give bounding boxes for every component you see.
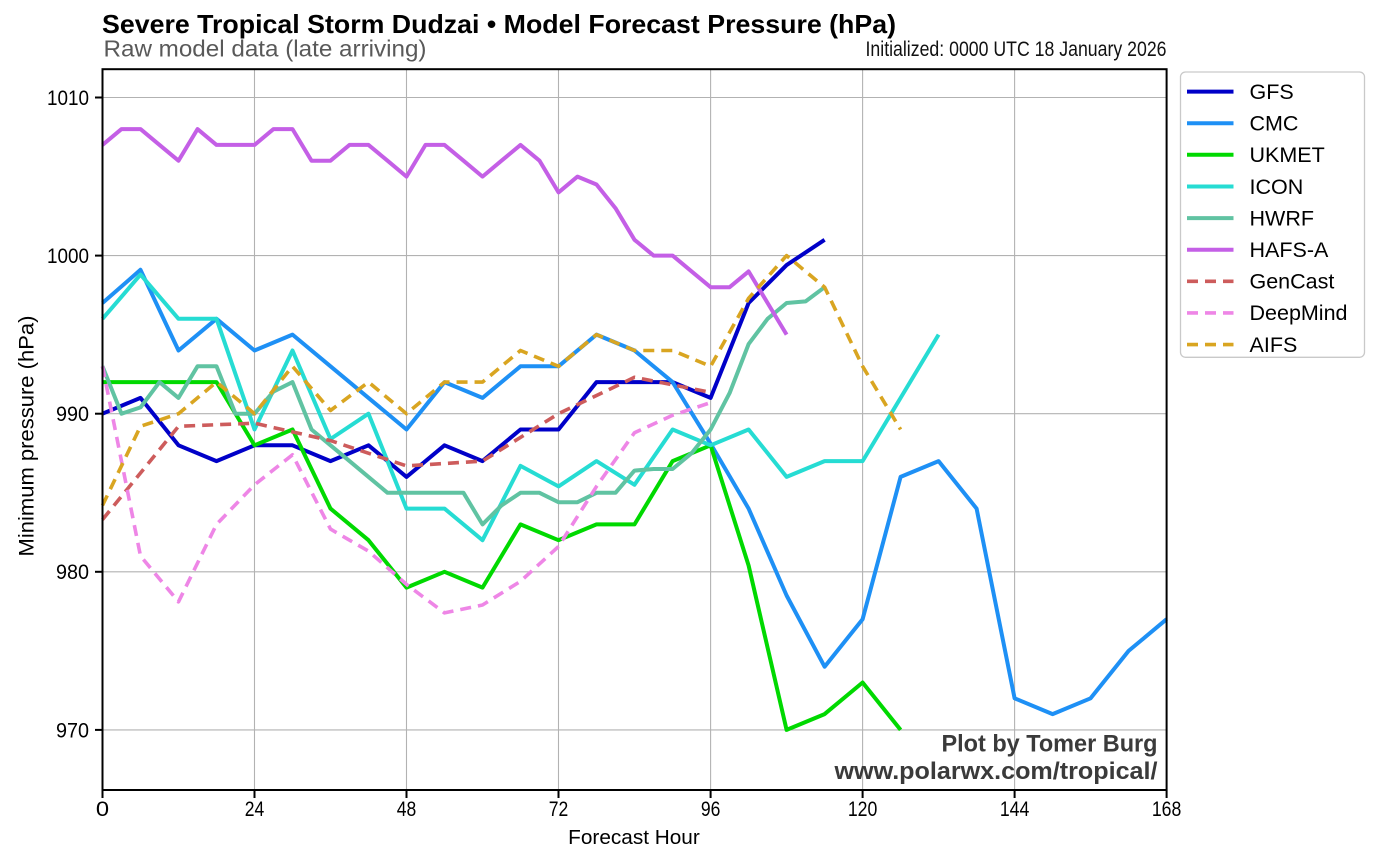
svg-text:AIFS: AIFS xyxy=(1250,333,1298,357)
svg-text:Initialized: 0000 UTC 18 Janua: Initialized: 0000 UTC 18 January 2026 xyxy=(866,38,1167,61)
svg-text:0: 0 xyxy=(96,798,109,821)
svg-text:Severe Tropical Storm Dudzai •: Severe Tropical Storm Dudzai • Model For… xyxy=(102,9,896,39)
svg-text:Raw model data (late arriving): Raw model data (late arriving) xyxy=(104,36,427,62)
svg-text:144: 144 xyxy=(1000,798,1030,821)
svg-text:Forecast Hour: Forecast Hour xyxy=(568,827,700,849)
svg-text:48: 48 xyxy=(397,798,417,821)
svg-text:UKMET: UKMET xyxy=(1250,143,1325,167)
svg-text:970: 970 xyxy=(56,719,89,742)
svg-text:1000: 1000 xyxy=(47,245,89,268)
svg-text:72: 72 xyxy=(549,798,569,821)
svg-text:990: 990 xyxy=(56,403,89,426)
svg-text:1010: 1010 xyxy=(47,87,89,110)
svg-text:Minimum pressure (hPa): Minimum pressure (hPa) xyxy=(16,316,39,557)
svg-text:120: 120 xyxy=(848,798,878,821)
svg-text:24: 24 xyxy=(245,798,265,821)
svg-text:96: 96 xyxy=(701,798,721,821)
svg-text:www.polarwx.com/tropical/: www.polarwx.com/tropical/ xyxy=(833,758,1157,785)
svg-text:ICON: ICON xyxy=(1250,175,1304,199)
svg-text:DeepMind: DeepMind xyxy=(1250,301,1348,325)
svg-text:168: 168 xyxy=(1152,798,1182,821)
svg-text:HWRF: HWRF xyxy=(1250,206,1314,230)
svg-text:GenCast: GenCast xyxy=(1250,270,1335,294)
svg-text:HAFS-A: HAFS-A xyxy=(1250,238,1330,262)
svg-text:Plot by Tomer Burg: Plot by Tomer Burg xyxy=(942,730,1158,757)
svg-text:980: 980 xyxy=(56,561,89,584)
svg-text:CMC: CMC xyxy=(1250,112,1299,136)
svg-text:GFS: GFS xyxy=(1250,80,1294,104)
